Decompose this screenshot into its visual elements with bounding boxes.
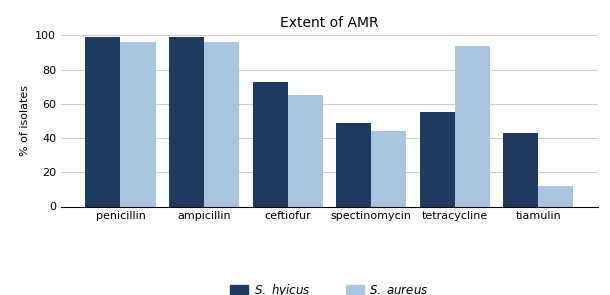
Bar (503, 133, 538, 206)
Y-axis label: % of isolates: % of isolates (20, 86, 29, 156)
Bar (253, 82, 288, 206)
Bar (336, 123, 371, 206)
Bar (204, 42, 239, 206)
Bar (371, 131, 406, 206)
Bar (85, 37, 121, 206)
Bar (454, 46, 490, 206)
Bar (420, 112, 454, 206)
Title: Extent of AMR: Extent of AMR (280, 16, 379, 30)
Bar (288, 95, 323, 206)
Bar (538, 186, 573, 206)
Bar (169, 37, 204, 206)
Bar (121, 42, 156, 206)
Legend: $\it{S.\ hyicus}$, $\it{S.\ aureus}$: $\it{S.\ hyicus}$, $\it{S.\ aureus}$ (225, 277, 434, 295)
